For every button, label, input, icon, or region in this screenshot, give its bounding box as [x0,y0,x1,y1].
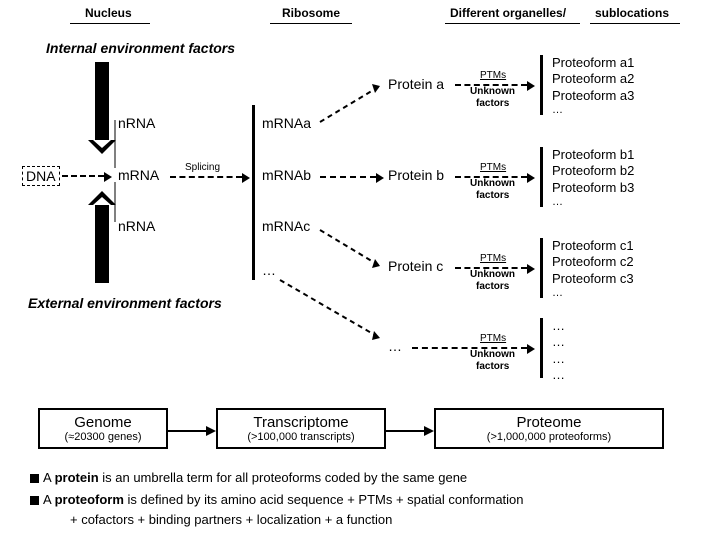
underline-subloc [590,22,680,24]
mrna-ell: … [262,262,276,278]
mrna-a: mRNAa [262,115,311,131]
header-ribosome: Ribosome [282,6,340,20]
external-env-label: External environment factors [28,295,222,311]
pf-d2: … [552,334,565,350]
unk-b2: factors [476,190,509,201]
nrna-bottom: nRNA [118,218,155,234]
ptms-d: PTMs [480,333,506,344]
bar-b [540,147,543,207]
ribosome-bar [252,105,255,280]
ptms-c: PTMs [480,253,506,264]
line-nrna1 [110,120,120,168]
header-sublocations: sublocations [595,6,669,20]
def2a: A [43,492,55,507]
proteome-title: Proteome [442,414,656,431]
unk-c1: Unknown [470,269,515,280]
nrna-top: nRNA [118,115,155,131]
proteoforms-a: Proteoform a1 Proteoform a2 Proteoform a… [552,55,634,118]
definition-protein: A protein is an umbrella term for all pr… [30,468,467,488]
header-nucleus: Nucleus [85,6,132,20]
arrow-mrna-a [320,80,390,130]
protein-a: Protein a [388,76,444,92]
mrna-center: mRNA [118,167,159,183]
arrow-mrna-b [320,176,376,178]
unk-a1: Unknown [470,86,515,97]
internal-env-label: Internal environment factors [46,40,235,56]
pf-b2: Proteoform b2 [552,163,634,179]
def2c: is defined by its amino acid sequence + … [124,492,524,507]
unk-d1: Unknown [470,349,515,360]
arrow-external-up [95,205,109,283]
proteome-sub: (>1,000,000 proteoforms) [442,431,656,443]
unk-b1: Unknown [470,178,515,189]
mrna-b: mRNAb [262,167,311,183]
splicing-label: Splicing [185,162,220,173]
unk-a2: factors [476,98,509,109]
pf-c-ell: … [552,287,634,301]
pf-c3: Proteoform c3 [552,271,634,287]
pf-a-ell: … [552,104,634,118]
pf-c2: Proteoform c2 [552,254,634,270]
bar-d [540,318,543,378]
genome-sub: (≈20300 genes) [46,431,160,443]
def1c: is an umbrella term for all proteoforms … [99,470,468,485]
arrow-mrna-c [320,226,390,276]
proteoforms-b: Proteoform b1 Proteoform b2 Proteoform b… [552,147,634,210]
pf-b3: Proteoform b3 [552,180,634,196]
bar-c [540,238,543,298]
protein-b: Protein b [388,167,444,183]
pf-a2: Proteoform a2 [552,71,634,87]
def1a: A [43,470,55,485]
pf-d1: … [552,318,565,334]
pf-b1: Proteoform b1 [552,147,634,163]
proteoforms-c: Proteoform c1 Proteoform c2 Proteoform c… [552,238,634,301]
proteoforms-d: … … … … [552,318,565,383]
transcriptome-title: Transcriptome [224,414,378,431]
def2b: proteoform [55,492,124,507]
pf-d3: … [552,351,565,367]
header-organelles: Different organelles/ [450,6,566,20]
underline-ribosome [270,22,352,24]
pf-b-ell: … [552,196,634,210]
definition-proteoform: A proteoform is defined by its amino aci… [30,490,524,510]
def3: + cofactors + binding partners + localiz… [70,512,392,527]
pf-a3: Proteoform a3 [552,88,634,104]
ptms-b: PTMs [480,162,506,173]
arrow-internal-down [95,62,109,140]
bar-a [540,55,543,115]
def1b: protein [55,470,99,485]
dna-label: DNA [22,166,60,186]
protein-ell: … [388,338,402,354]
box-proteome: Proteome (>1,000,000 proteoforms) [434,408,664,449]
bullet-2 [30,496,39,505]
pf-d-ell: … [552,367,565,383]
genome-title: Genome [46,414,160,431]
underline-organelles [445,22,580,24]
arrow-dna-mrna [62,175,104,177]
definition-proteoform-cont: + cofactors + binding partners + localiz… [70,510,392,530]
arrow-genome-transcriptome [168,424,216,438]
transcriptome-sub: (>100,000 transcripts) [224,431,378,443]
ptms-a: PTMs [480,70,506,81]
pf-a1: Proteoform a1 [552,55,634,71]
bullet-1 [30,474,39,483]
mrna-c: mRNAc [262,218,310,234]
protein-c: Protein c [388,258,443,274]
unk-c2: factors [476,281,509,292]
box-transcriptome: Transcriptome (>100,000 transcripts) [216,408,386,449]
arrow-mrna-ell [280,276,390,346]
arrow-splicing [170,176,242,178]
arrow-transcriptome-proteome [386,424,434,438]
underline-nucleus [70,22,150,24]
box-genome: Genome (≈20300 genes) [38,408,168,449]
pf-c1: Proteoform c1 [552,238,634,254]
unk-d2: factors [476,361,509,372]
